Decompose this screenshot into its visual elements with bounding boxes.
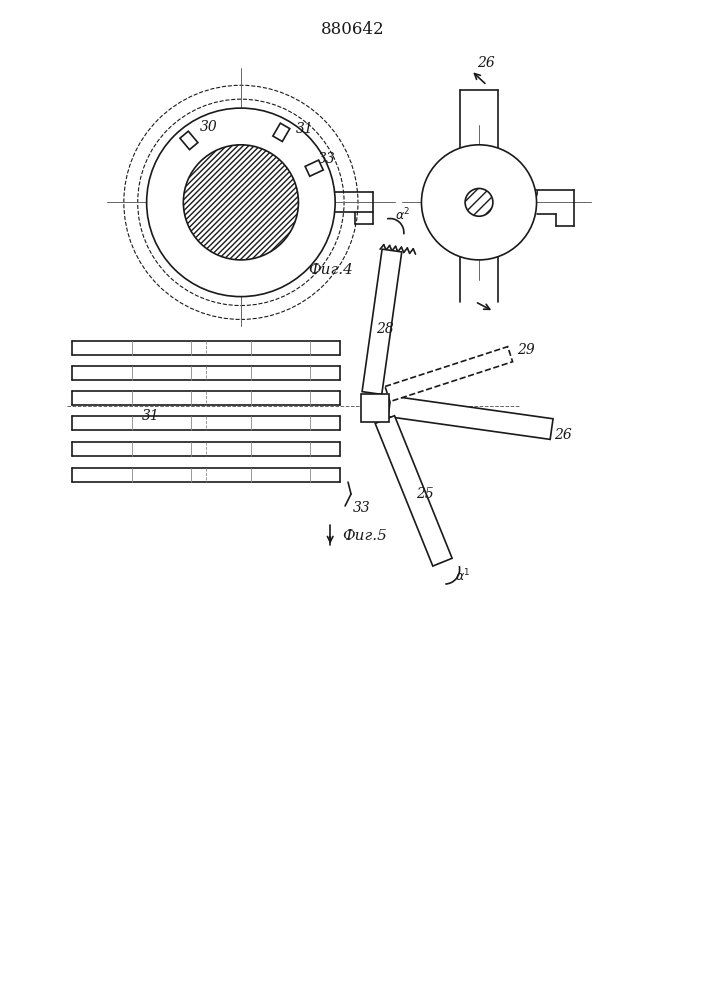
Polygon shape [385, 347, 513, 402]
Bar [361, 394, 389, 422]
Text: Фиг.5: Фиг.5 [342, 529, 387, 543]
Polygon shape [388, 396, 553, 439]
Text: 880642: 880642 [321, 21, 385, 38]
Circle shape [146, 108, 335, 297]
Text: 26: 26 [554, 428, 571, 442]
Text: 28: 28 [376, 322, 394, 336]
Text: $\alpha^1$: $\alpha^1$ [455, 567, 470, 584]
Polygon shape [375, 416, 452, 566]
Polygon shape [180, 131, 198, 150]
Circle shape [465, 188, 493, 216]
Text: $\alpha^2$: $\alpha^2$ [395, 207, 410, 224]
Text: 33: 33 [318, 152, 336, 166]
Text: 31: 31 [296, 122, 313, 136]
Text: 26: 26 [477, 56, 495, 70]
Polygon shape [362, 249, 402, 394]
Text: 30: 30 [200, 120, 218, 134]
Text: 33: 33 [353, 501, 370, 515]
Polygon shape [273, 123, 290, 142]
Text: 31: 31 [141, 409, 159, 423]
Polygon shape [305, 160, 323, 176]
Circle shape [421, 145, 537, 260]
Circle shape [183, 145, 298, 260]
Text: Фиг.4: Фиг.4 [308, 263, 353, 277]
Text: 29: 29 [520, 189, 539, 203]
Text: 25: 25 [416, 487, 434, 501]
Text: 29: 29 [518, 343, 535, 357]
